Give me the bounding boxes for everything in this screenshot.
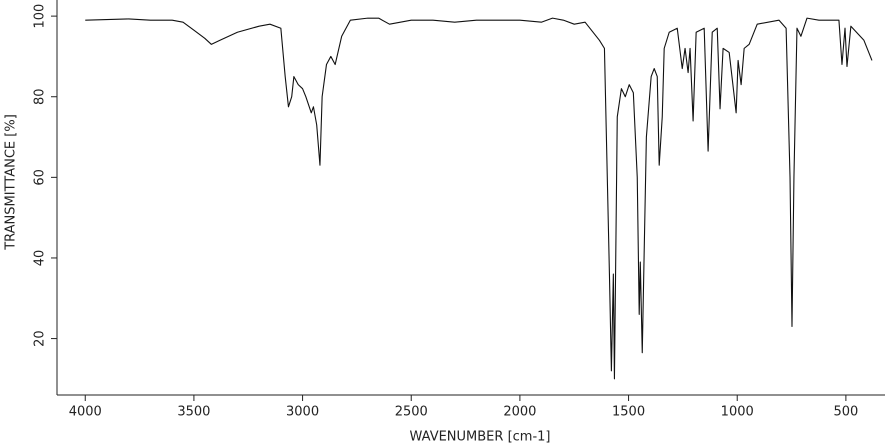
spectrum-line: [85, 17, 873, 380]
y-tick-label: 40: [33, 250, 48, 267]
x-tick-label: 500: [833, 405, 858, 420]
x-tick-label: 2000: [503, 405, 536, 420]
x-tick-label: 1500: [612, 405, 645, 420]
x-tick-label: 3000: [286, 405, 319, 420]
x-tick-label: 3500: [177, 405, 210, 420]
x-tick-label: 2500: [395, 405, 428, 420]
x-axis-label: WAVENUMBER [cm-1]: [410, 430, 551, 445]
x-tick-label: 1000: [721, 405, 754, 420]
x-tick-label: 4000: [69, 405, 102, 420]
y-tick-label: 60: [33, 169, 48, 186]
y-axis-label: TRANSMITTANCE [%]: [4, 114, 19, 251]
y-tick-label: 100: [33, 4, 48, 29]
y-tick-label: 80: [33, 88, 48, 105]
y-tick-label: 20: [33, 330, 48, 347]
